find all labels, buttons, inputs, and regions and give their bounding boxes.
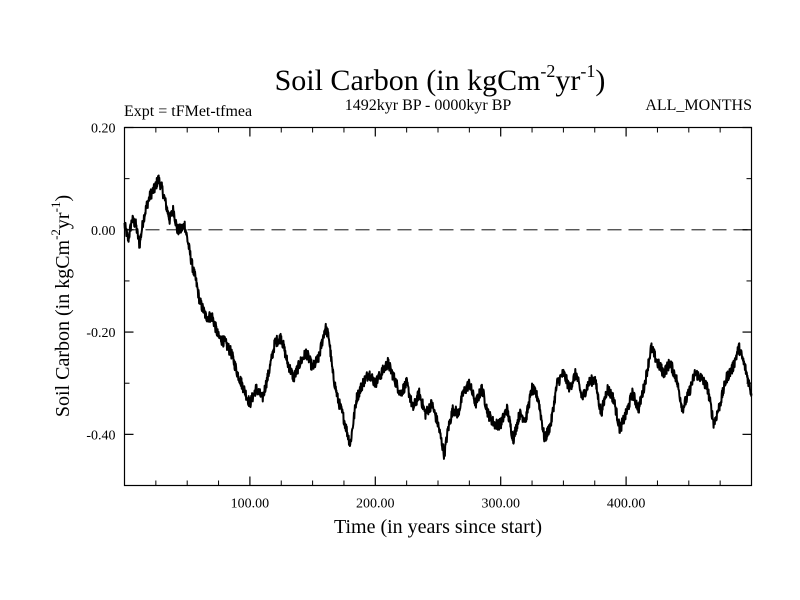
plot-frame <box>123 126 753 487</box>
y-axis-label: Soil Carbon (in kgCm-2yr-1) <box>48 195 74 417</box>
x-tick-label: 300.00 <box>481 497 520 512</box>
series-line-soil-carbon <box>123 174 753 460</box>
x-tick-label: 100.00 <box>231 497 270 512</box>
months-label: ALL_MONTHS <box>645 97 752 114</box>
x-tick-label: 200.00 <box>356 497 395 512</box>
x-axis-ticks: 100.00 200.00 300.00 400.00 <box>155 127 721 512</box>
y-tick-label: -0.40 <box>86 428 115 443</box>
chart-title: Soil Carbon (in kgCm-2yr-1) <box>275 61 606 97</box>
experiment-label: Expt = tFMet-tfmea <box>124 103 252 120</box>
y-tick-label: -0.20 <box>86 326 115 341</box>
x-axis-label: Time (in years since start) <box>334 516 542 538</box>
period-label: 1492kyr BP - 0000kyr BP <box>345 97 512 114</box>
y-axis-ticks: 0.20 0.00 -0.20 -0.40 <box>86 122 752 486</box>
y-tick-label: 0.00 <box>91 224 116 239</box>
x-tick-label: 400.00 <box>607 497 646 512</box>
y-tick-label: 0.20 <box>91 122 116 137</box>
